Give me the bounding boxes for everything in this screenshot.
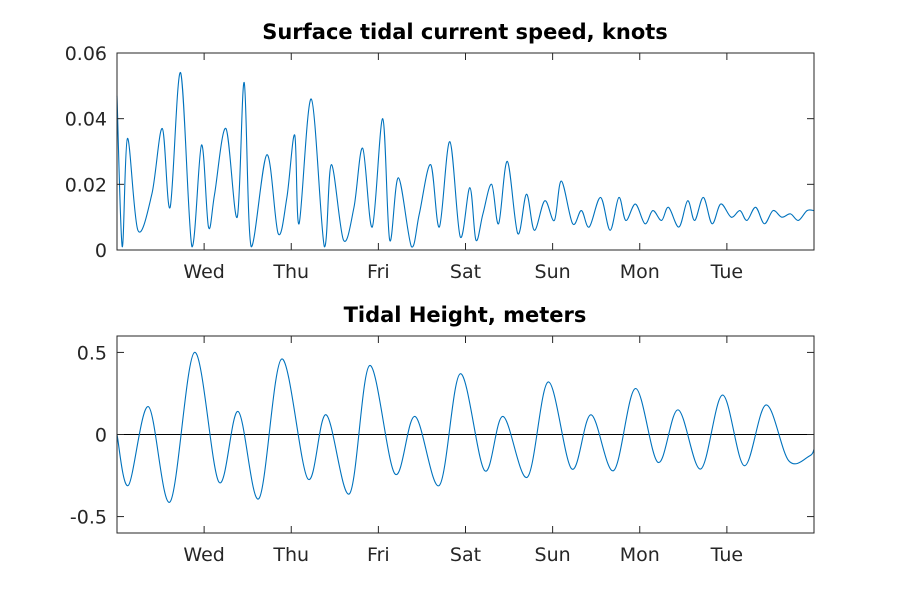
current-speed-panel: Surface tidal current speed, knots 0 0.02…: [65, 20, 815, 283]
tidal-height-xtick-label: Thu: [272, 544, 309, 566]
current-speed-xtick-label: Sun: [535, 261, 571, 283]
tidal-height-series-line: [116, 351, 815, 503]
current-speed-xtick-label: Sat: [450, 261, 481, 283]
current-speed-xtick-label: Thu: [272, 261, 309, 283]
current-speed-ytick-label: 0: [95, 240, 107, 262]
tidal-height-panel: Tidal Height, meters -0.5 0 0.5 Wed Thu Fri Sa…: [70, 303, 815, 566]
current-speed-ytick-label: 0.04: [65, 109, 107, 131]
current-speed-xtick-label: Fri: [367, 261, 390, 283]
current-speed-title: Surface tidal current speed, knots: [262, 20, 668, 44]
tidal-height-xtick-label: Tue: [710, 544, 743, 566]
tidal-height-xtick-label: Mon: [620, 544, 660, 566]
tidal-height-xtick-label: Wed: [183, 544, 224, 566]
current-speed-xtick-label: Mon: [620, 261, 660, 283]
current-speed-xtick-label: Wed: [183, 261, 224, 283]
current-speed-axes-box: [116, 52, 815, 251]
tidal-height-xtick-label: Sat: [450, 544, 481, 566]
tidal-height-ytick-label: -0.5: [70, 507, 107, 529]
current-speed-marks: 0 0.02 0.04 0.06 Wed Thu Fri Sat Sun Mon Tue: [65, 43, 815, 283]
tidal-height-marks: -0.5 0 0.5 Wed Thu Fri Sat Sun Mon Tue: [70, 335, 815, 566]
current-speed-ytick-label: 0.06: [65, 43, 107, 65]
tidal-height-title: Tidal Height, meters: [344, 303, 587, 327]
current-speed-ytick-label: 0.02: [65, 174, 107, 196]
tidal-height-xtick-label: Sun: [535, 544, 571, 566]
tidal-height-ytick-label: 0.5: [77, 342, 107, 364]
tidal-height-ytick-label: 0: [95, 425, 107, 447]
current-speed-xtick-label: Tue: [710, 261, 743, 283]
tidal-height-xtick-label: Fri: [367, 544, 390, 566]
current-speed-series-line: [116, 72, 815, 248]
